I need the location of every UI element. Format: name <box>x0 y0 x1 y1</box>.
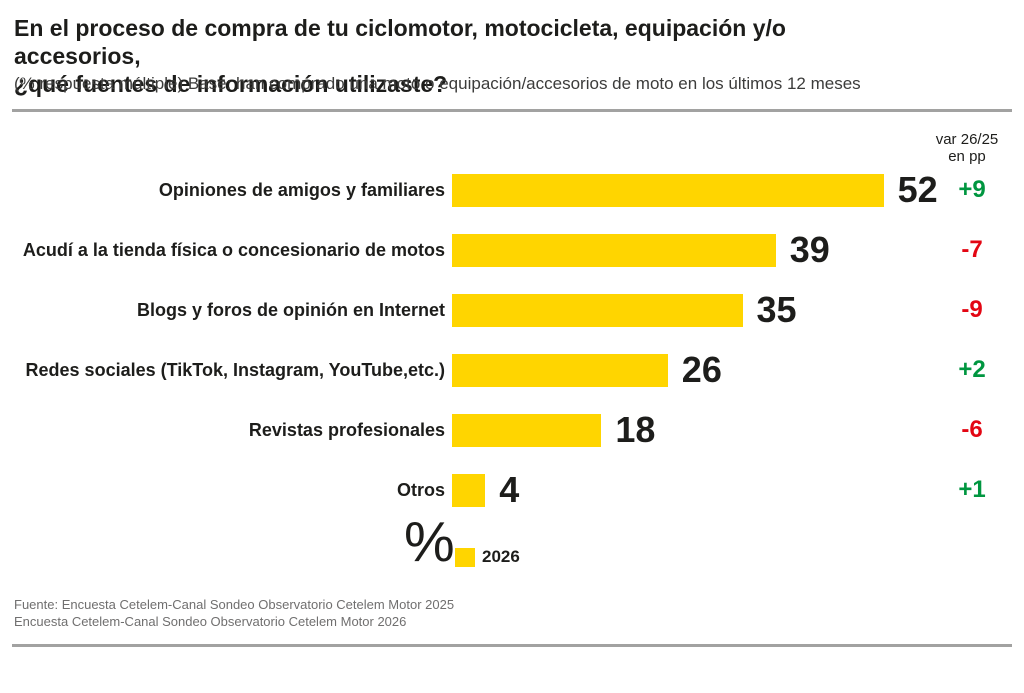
legend-swatch-2026 <box>455 547 475 567</box>
category-label: Acudí a la tienda física o concesionario… <box>22 239 445 260</box>
chart-legend: 2026 <box>455 547 520 567</box>
bar-group: 18 <box>452 412 655 448</box>
category-label: Revistas profesionales <box>248 419 445 440</box>
value-label: 18 <box>615 409 656 450</box>
variation-value: -7 <box>961 236 983 263</box>
variation-value: +9 <box>958 176 986 203</box>
chart-row: Otros 4 +1 <box>0 460 1024 520</box>
bar-group: 52 <box>452 172 938 208</box>
page-title-line1: En el proceso de compra de tu ciclomotor… <box>14 15 786 70</box>
chart-row: Revistas profesionales 18 -6 <box>0 400 1024 460</box>
bar-2026 <box>452 173 884 207</box>
chart-row: Acudí a la tienda física o concesionario… <box>0 220 1024 280</box>
variation-value: +2 <box>958 356 986 383</box>
page-title-line2: ¿qué fuentes de información utilizaste? <box>14 71 448 98</box>
bar-2026 <box>452 473 486 507</box>
bar-2026 <box>452 293 743 327</box>
percent-unit-symbol: % <box>404 510 455 574</box>
variation-column-header: var 26/25 en pp <box>922 131 1012 166</box>
variation-header-line2: en pp <box>948 148 986 166</box>
bar-group: 35 <box>452 292 797 328</box>
legend-label-2026: 2026 <box>482 547 520 566</box>
bottom-divider <box>12 644 1012 647</box>
variation-value: +1 <box>958 476 986 503</box>
bar-2026 <box>452 233 776 267</box>
chart-row: Blogs y foros de opinión en Internet 35 … <box>0 280 1024 340</box>
page-title: En el proceso de compra de tu ciclomotor… <box>14 14 894 98</box>
bar-group: 4 <box>452 472 519 508</box>
variation-value: -9 <box>961 296 983 323</box>
bar-chart: Opiniones de amigos y familiares 52 +9 A… <box>0 160 1024 520</box>
value-label: 26 <box>681 349 722 390</box>
variation-value: -6 <box>961 416 983 443</box>
bar-2026 <box>452 353 668 387</box>
category-label: Otros <box>396 479 445 500</box>
source-line1: Fuente: Encuesta Cetelem-Canal Sondeo Ob… <box>14 597 455 612</box>
top-divider <box>12 109 1012 112</box>
value-label: 35 <box>756 289 797 330</box>
value-label: 39 <box>789 229 830 270</box>
category-label: Blogs y foros de opinión en Internet <box>136 299 445 320</box>
chart-subtitle: (% respuesta múltiple) Base: han comprad… <box>14 74 861 93</box>
source-line2: Encuesta Cetelem-Canal Sondeo Observator… <box>14 613 407 629</box>
category-label: Opiniones de amigos y familiares <box>158 179 445 200</box>
value-label: 52 <box>897 169 938 210</box>
bar-group: 26 <box>452 352 722 388</box>
variation-header-line1: var 26/25 <box>935 131 999 148</box>
bar-group: 39 <box>452 232 830 268</box>
chart-row: Opiniones de amigos y familiares 52 +9 <box>0 160 1024 220</box>
category-label: Redes sociales (TikTok, Instagram, YouTu… <box>25 359 445 380</box>
source-note: Fuente: Encuesta Cetelem-Canal Sondeo Ob… <box>14 597 454 631</box>
value-label: 4 <box>499 469 520 510</box>
chart-row: Redes sociales (TikTok, Instagram, YouTu… <box>0 340 1024 400</box>
bar-2026 <box>452 413 602 447</box>
